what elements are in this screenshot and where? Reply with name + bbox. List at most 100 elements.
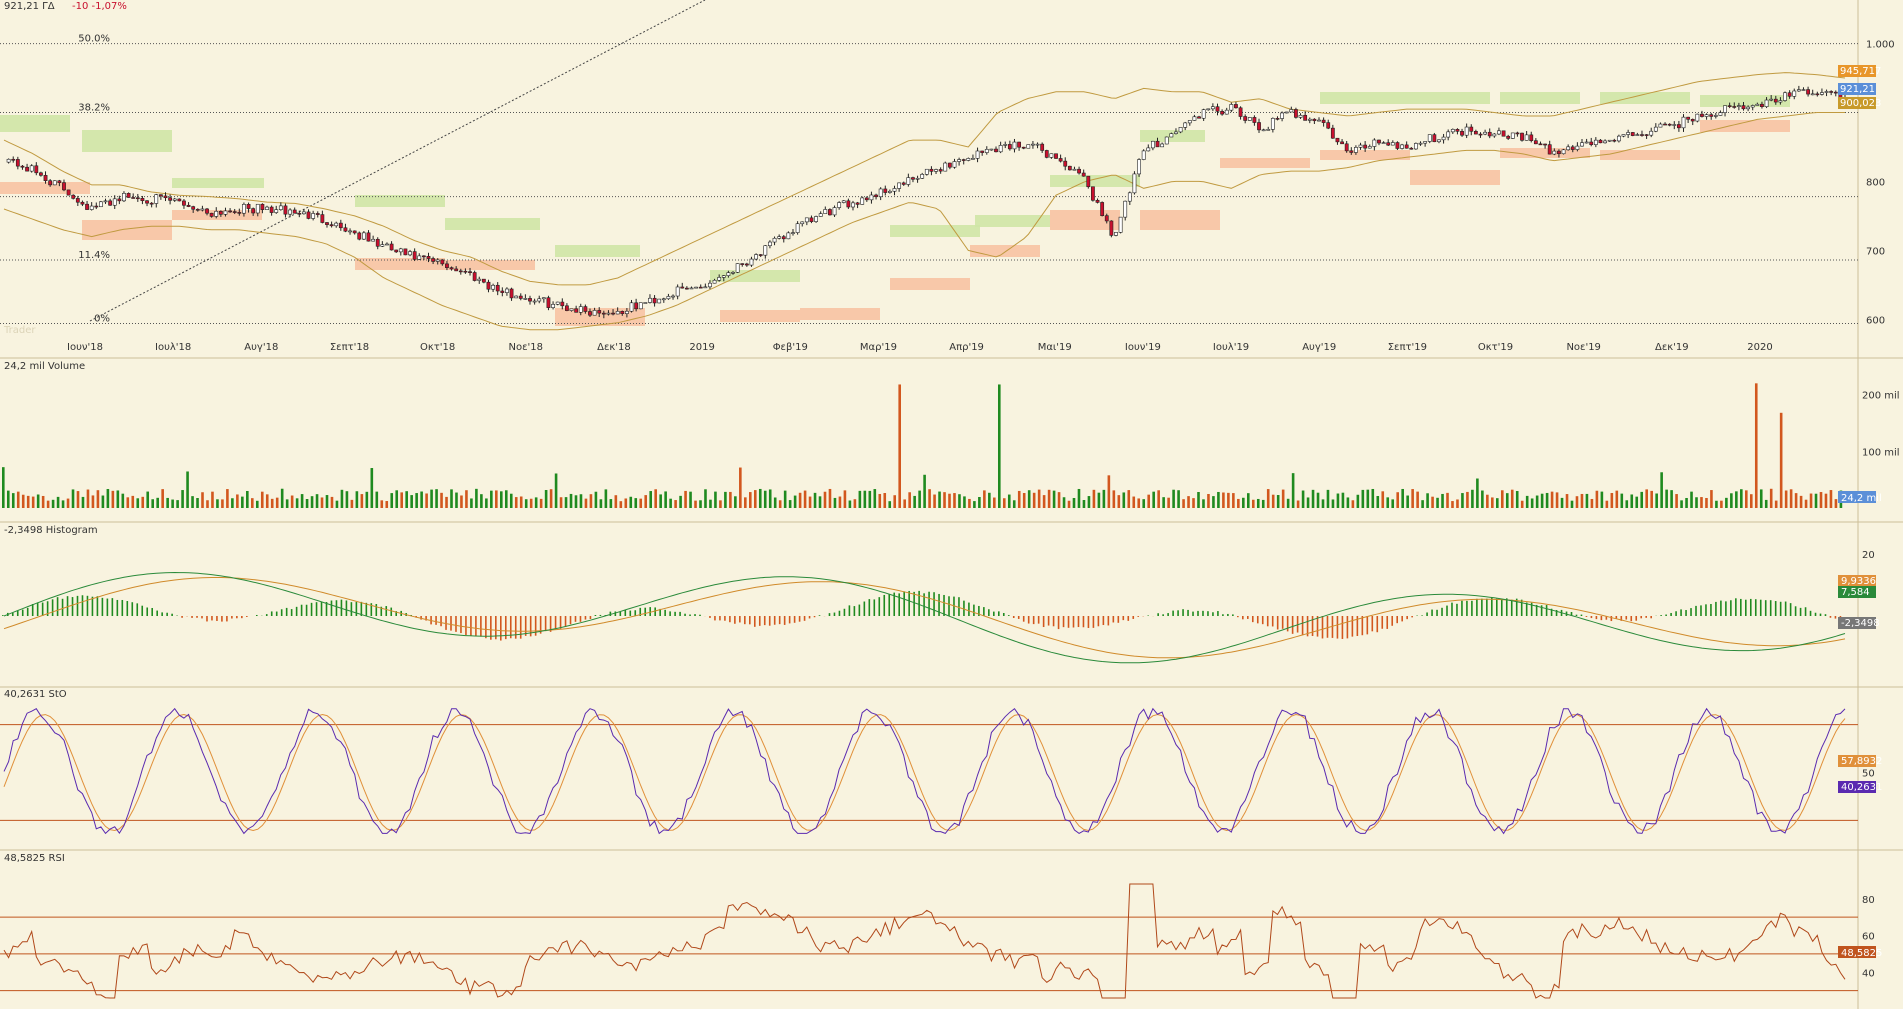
volume-bar [714, 491, 717, 508]
candle-up [569, 308, 574, 311]
candle-down [1487, 131, 1492, 137]
candle-up [1446, 131, 1451, 138]
candle-up [837, 202, 842, 208]
candle-down [25, 166, 29, 172]
macd-histogram-bar [1769, 600, 1772, 616]
candle-up [1566, 146, 1571, 151]
macd-histogram-bar [1092, 616, 1095, 628]
time-axis-label: Νοε'19 [1566, 342, 1600, 353]
resistance-zone [890, 225, 980, 237]
stochastic-panel[interactable]: 40,2631 StO 50 57,8932 40,2631 [0, 689, 1882, 835]
rsi-panel[interactable]: 48,5825 RSI 80 60 40 48,5825 [0, 853, 1882, 999]
macd-histogram-bar [649, 607, 651, 616]
volume-bar [848, 500, 852, 508]
macd-histogram-bar [933, 592, 935, 616]
candle-down [652, 297, 657, 304]
macd-histogram-bar [206, 616, 208, 622]
macd-histogram-bar [1067, 616, 1070, 628]
volume-bar [524, 499, 528, 508]
volume-bar [629, 496, 633, 508]
support-zone [890, 278, 970, 290]
candle-up [606, 312, 611, 315]
time-axis-label: 2020 [1747, 342, 1772, 353]
macd-histogram-bar [116, 599, 119, 616]
macd-histogram-bar [734, 616, 736, 624]
macd-histogram-bar [1102, 616, 1105, 626]
macd-histogram-bar [390, 607, 393, 616]
macd-histogram-bar [584, 616, 587, 620]
volume-bar [61, 500, 65, 508]
candle-up [1552, 150, 1557, 155]
volume-bar [758, 488, 762, 508]
candle-down [546, 297, 551, 308]
candle-down [39, 172, 43, 176]
candle-down [149, 202, 154, 205]
volume-bar [1217, 491, 1220, 508]
macd-histogram-bar [465, 616, 467, 636]
candle-down [1815, 93, 1820, 96]
candle-down [1321, 119, 1326, 123]
volume-bar [156, 497, 159, 508]
volume-bar [1530, 498, 1534, 508]
macd-histogram-bar [385, 606, 388, 616]
macd-histogram-bar [1700, 605, 1702, 616]
macd-histogram-bar [1471, 600, 1473, 616]
volume-bar [1256, 498, 1260, 508]
volume-bar [1500, 490, 1504, 508]
macd-histogram-bar [783, 616, 786, 625]
candle-up [1441, 136, 1446, 141]
volume-bar [81, 496, 85, 508]
volume-panel[interactable]: 24,2 mil Volume 200 mil 100 mil 24,2 mil [2, 361, 1900, 508]
candle-down [66, 189, 71, 196]
candle-down [75, 198, 80, 203]
price-panel[interactable]: 50.0% 38.2% 11.4% 0% 1.000 800 700 600 945,717… [0, 0, 1895, 331]
candle-up [1580, 142, 1584, 147]
candle-down [1330, 127, 1335, 139]
volume-bar [1286, 498, 1290, 508]
volume-bar [320, 497, 324, 508]
volume-bar [21, 494, 25, 508]
candle-down [237, 212, 242, 214]
support-zone [1220, 158, 1310, 168]
volume-bar [345, 491, 349, 508]
volume-bar [435, 489, 438, 508]
candle-up [934, 169, 938, 172]
candle-down [445, 263, 449, 268]
macd-histogram-bar [888, 593, 891, 616]
macd-histogram-bar [798, 616, 801, 622]
candle-down [1709, 114, 1714, 117]
support-zone [445, 260, 535, 270]
candle-down [1533, 140, 1538, 145]
candle-up [1778, 100, 1783, 103]
candle-down [1197, 116, 1201, 119]
candle-up [1354, 147, 1358, 153]
volume-bar [1027, 490, 1031, 508]
candle-up [791, 232, 795, 234]
macd-histogram-bar [146, 607, 149, 616]
macd-histogram-bar [211, 616, 213, 621]
volume-bar [365, 491, 369, 508]
volume-bar [888, 501, 892, 508]
volume-bar [1545, 492, 1549, 508]
macd-histogram-bar [973, 604, 975, 616]
macd-histogram-bar [1421, 615, 1423, 616]
volume-bar [783, 490, 787, 508]
price-axis-tick: 1.000 [1866, 40, 1895, 51]
candle-up [29, 165, 34, 172]
volume-bar [1371, 488, 1375, 508]
macd-histogram-bar [1381, 616, 1384, 629]
support-zone [355, 258, 445, 270]
macd-histogram-bar [988, 609, 990, 616]
macd-histogram-bar [629, 610, 632, 616]
volume-bar [1007, 494, 1011, 508]
macd-histogram-bar [1476, 598, 1478, 616]
volume-bar [933, 494, 936, 508]
candle-down [454, 268, 459, 272]
candle-down [1234, 104, 1238, 109]
macd-histogram-bar [1590, 616, 1593, 619]
macd-tag: -2,3498 [1841, 618, 1880, 629]
volume-bar [853, 499, 857, 508]
macd-histogram-bar [554, 616, 557, 630]
resistance-zone [172, 178, 264, 188]
